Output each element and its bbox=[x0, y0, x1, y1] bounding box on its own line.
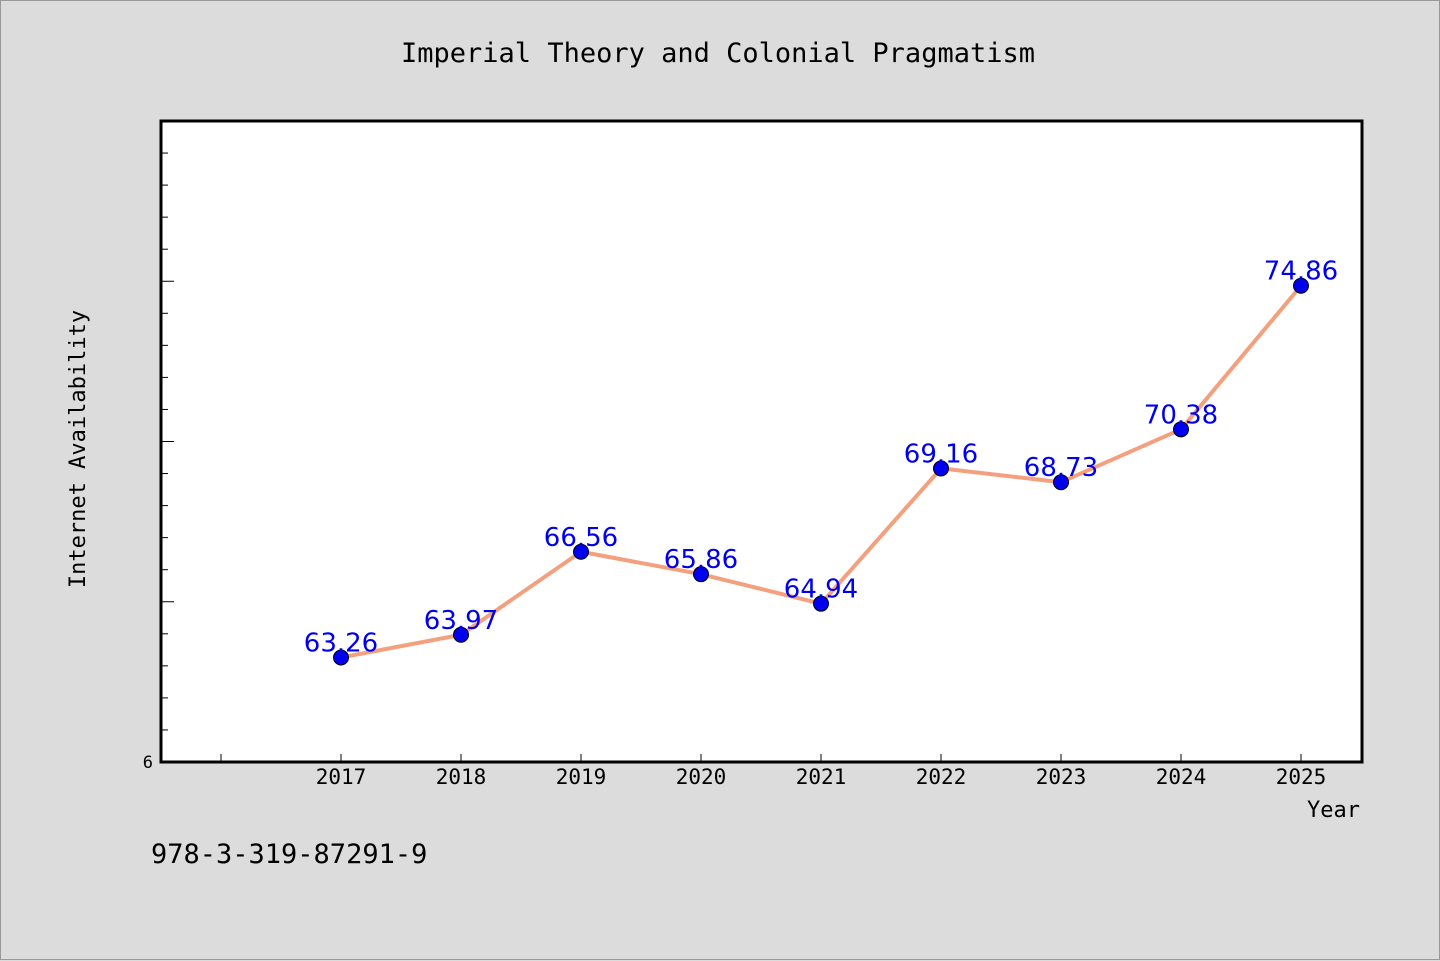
data-label: 74.86 bbox=[1264, 257, 1338, 287]
x-tick-label: 2025 bbox=[1276, 765, 1327, 789]
x-tick-labels: 2017 2018 2019 2020 2021 2022 2023 2024 2025 bbox=[316, 765, 1327, 789]
data-point bbox=[1173, 421, 1189, 438]
data-label: 64.94 bbox=[784, 575, 858, 605]
data-label: 65.86 bbox=[664, 545, 738, 575]
data-point bbox=[333, 649, 349, 666]
data-point bbox=[813, 595, 829, 612]
x-axis-ticks bbox=[220, 754, 1302, 762]
data-label: 66.56 bbox=[544, 523, 618, 553]
x-tick-label: 2021 bbox=[796, 765, 847, 789]
x-tick-label: 2020 bbox=[676, 765, 727, 789]
data-label: 63.97 bbox=[424, 606, 498, 636]
plot-area bbox=[159, 119, 1364, 764]
data-point bbox=[1293, 277, 1309, 294]
y-tick-label: 6 bbox=[143, 753, 153, 773]
y-axis-label: Internet Availability bbox=[66, 310, 91, 588]
data-point bbox=[573, 543, 589, 560]
x-axis-label: Year bbox=[1307, 798, 1360, 823]
x-tick-label: 2017 bbox=[316, 765, 367, 789]
data-label: 69.16 bbox=[904, 439, 978, 469]
y-axis-ticks bbox=[161, 152, 174, 731]
data-label: 70.38 bbox=[1144, 400, 1218, 430]
data-label: 68.73 bbox=[1024, 453, 1098, 483]
data-point bbox=[1053, 474, 1069, 491]
chart-title: Imperial Theory and Colonial Pragmatism bbox=[401, 38, 1035, 69]
x-tick-label: 2022 bbox=[916, 765, 967, 789]
data-labels: 63.26 63.97 66.56 65.86 64.94 69.16 68.73 70.38… bbox=[304, 257, 1338, 659]
x-tick-label: 2023 bbox=[1036, 765, 1087, 789]
isbn-text: 978-3-319-87291-9 bbox=[151, 839, 427, 870]
x-tick-label: 2019 bbox=[556, 765, 607, 789]
data-point bbox=[933, 460, 949, 477]
data-point bbox=[453, 626, 469, 643]
data-label: 63.26 bbox=[304, 629, 378, 659]
x-tick-label: 2024 bbox=[1156, 765, 1207, 789]
x-tick-label: 2018 bbox=[436, 765, 487, 789]
data-point bbox=[693, 566, 709, 583]
series-markers bbox=[333, 277, 1309, 666]
